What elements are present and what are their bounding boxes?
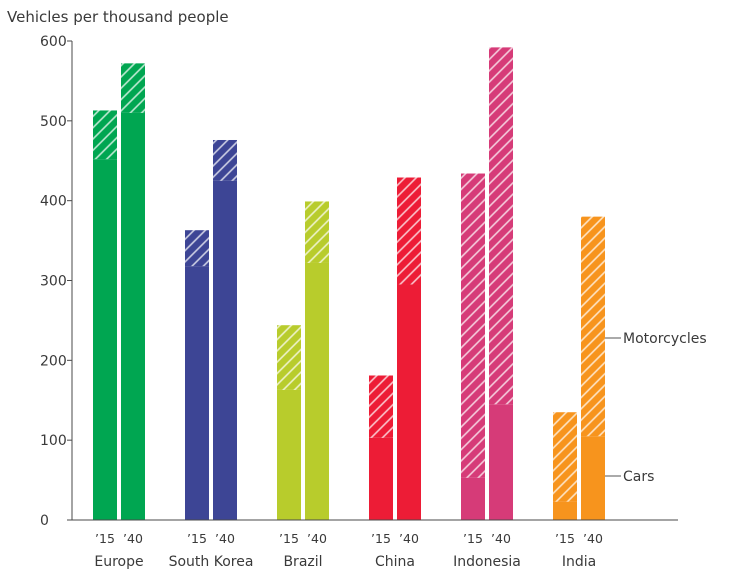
bar-motorcycles-brazil-40 <box>305 201 329 263</box>
bar-cars-china-15 <box>369 437 393 520</box>
bar-cars-brazil-40 <box>305 262 329 520</box>
legend-label-cars: Cars <box>623 469 654 485</box>
bar-cars-europe-15 <box>93 159 117 521</box>
bar-motorcycles-china-40 <box>397 177 421 285</box>
year-label: ’15 <box>555 531 575 546</box>
bar-motorcycles-europe-40 <box>121 63 145 113</box>
bar-cars-china-40 <box>397 284 421 520</box>
y-tick-label: 500 <box>40 114 67 130</box>
y-tick-label: 300 <box>40 274 67 290</box>
bar-motorcycles-south-korea-40 <box>213 139 237 181</box>
bar-motorcycles-brazil-15 <box>277 325 301 390</box>
category-label: Europe <box>94 554 143 570</box>
y-tick-label: 200 <box>40 353 67 369</box>
bar-motorcycles-indonesia-40 <box>489 47 513 405</box>
bar-cars-brazil-15 <box>277 389 301 520</box>
year-label: ’40 <box>491 531 511 546</box>
year-label: ’15 <box>371 531 391 546</box>
y-axis-title: Vehicles per thousand people <box>7 8 229 26</box>
bar-cars-indonesia-40 <box>489 404 513 520</box>
bar-cars-europe-40 <box>121 112 145 520</box>
category-label: India <box>562 554 596 570</box>
y-tick-label: 400 <box>40 194 67 210</box>
category-label: South Korea <box>169 554 254 570</box>
year-label: ’40 <box>215 531 235 546</box>
year-label: ’15 <box>463 531 483 546</box>
bar-motorcycles-indonesia-15 <box>461 173 485 478</box>
year-label: ’40 <box>399 531 419 546</box>
category-label: Indonesia <box>453 554 521 570</box>
year-label: ’15 <box>187 531 207 546</box>
category-label: Brazil <box>283 554 322 570</box>
bar-motorcycles-china-15 <box>369 375 393 438</box>
bars <box>93 47 605 521</box>
bar-cars-south-korea-40 <box>213 180 237 521</box>
bar-cars-south-korea-15 <box>185 266 209 520</box>
y-tick-label: 0 <box>40 513 49 529</box>
bar-motorcycles-south-korea-15 <box>185 230 209 267</box>
bar-cars-india-40 <box>581 436 605 520</box>
bar-motorcycles-europe-15 <box>93 110 117 160</box>
year-label: ’40 <box>307 531 327 546</box>
legend-label-motorcycles: Motorcycles <box>623 331 707 347</box>
bar-cars-indonesia-15 <box>461 477 485 520</box>
year-label: ’40 <box>123 531 143 546</box>
y-tick-label: 600 <box>40 34 67 50</box>
y-axis: Vehicles per thousand people 0 100 200 300 40… <box>7 8 229 529</box>
category-label: China <box>375 554 415 570</box>
year-label: ’40 <box>583 531 603 546</box>
bar-cars-india-15 <box>553 501 577 520</box>
year-label: ’15 <box>279 531 299 546</box>
bar-motorcycles-india-15 <box>553 412 577 502</box>
y-tick-label: 100 <box>40 433 67 449</box>
x-axis: ’15 ’40 Europe ’15 ’40 South Korea ’15 ’40 Brazi… <box>72 519 678 570</box>
legend: Motorcycles Cars <box>605 331 707 485</box>
year-label: ’15 <box>95 531 115 546</box>
bar-motorcycles-india-40 <box>581 216 605 437</box>
